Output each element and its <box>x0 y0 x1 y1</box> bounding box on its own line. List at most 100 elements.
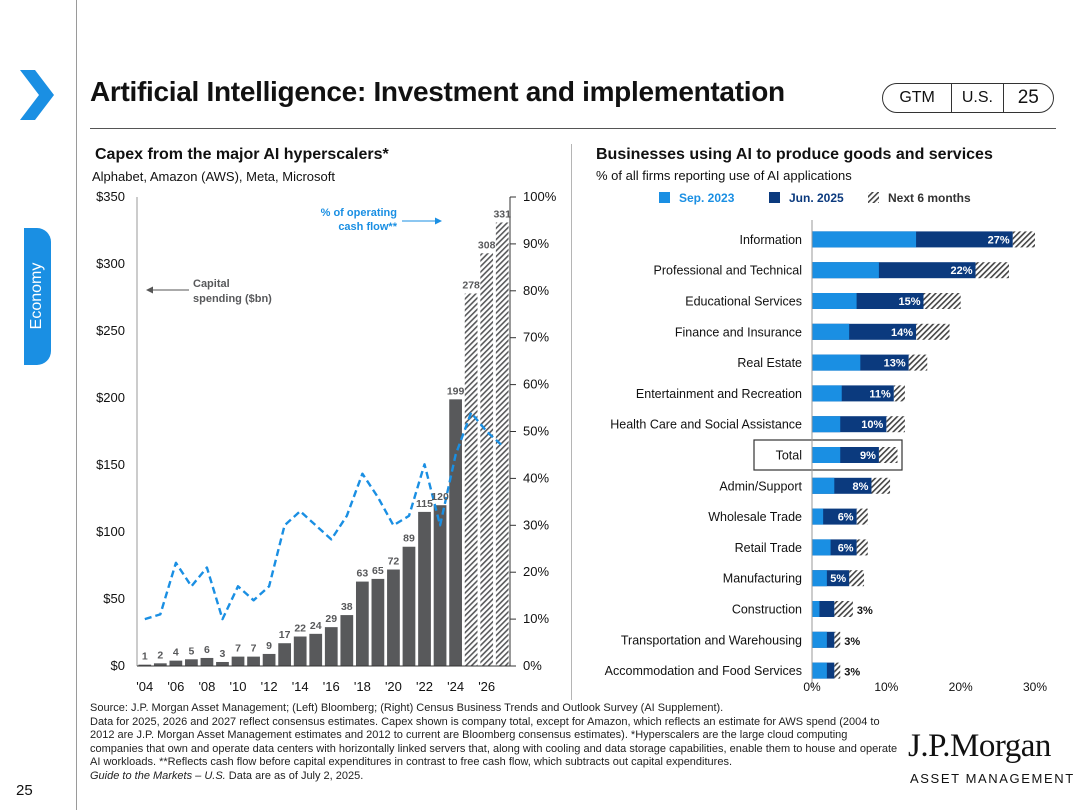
title-divider <box>90 128 1056 129</box>
category-label: Construction <box>732 603 802 617</box>
capex-bar <box>402 546 416 666</box>
x-tick-label: 0% <box>803 680 821 694</box>
capex-bar <box>371 578 385 666</box>
value-label: 15% <box>898 296 920 308</box>
value-label: 3% <box>844 667 860 679</box>
capex-bar <box>387 569 400 666</box>
value-label: 22% <box>951 265 973 277</box>
value-label: 27% <box>988 234 1010 246</box>
capex-bar-estimate <box>495 222 509 666</box>
x-tick-label: '10 <box>230 679 247 694</box>
capex-bar <box>433 505 447 666</box>
bar-next-6-months <box>908 354 928 371</box>
y-left-tick-label: $50 <box>103 591 125 606</box>
capex-bar-estimate <box>480 253 494 666</box>
category-label: Admin/Support <box>719 479 802 493</box>
capex-bar <box>278 643 292 666</box>
value-label: 14% <box>891 327 913 339</box>
category-label: Health Care and Social Assistance <box>610 418 802 432</box>
capex-value-label: 65 <box>372 565 384 577</box>
capex-bar-estimate <box>464 293 478 666</box>
ocf-annotation-line2: cash flow** <box>338 221 397 233</box>
ocf-line <box>144 411 504 621</box>
category-label: Transportation and Warehousing <box>621 633 802 647</box>
capex-bar <box>418 511 431 666</box>
page-number: 25 <box>16 782 33 799</box>
asset-management-label: ASSET MANAGEMENT <box>910 771 1075 786</box>
bar-sep-2023 <box>812 508 824 525</box>
capex-bar <box>185 659 198 666</box>
y-right-tick-label: 20% <box>523 564 549 579</box>
legend-sep-2023: Sep. 2023 <box>679 191 735 205</box>
capex-value-label: 89 <box>403 533 415 545</box>
y-right-tick-label: 50% <box>523 424 549 439</box>
badge-gtm: GTM <box>883 84 953 112</box>
bar-sep-2023 <box>812 601 820 617</box>
bar-next-6-months <box>856 539 868 556</box>
y-left-tick-label: $300 <box>96 256 125 271</box>
value-label: 13% <box>884 358 906 370</box>
jpmorgan-logo: J.P.Morgan <box>908 728 1051 764</box>
category-label: Retail Trade <box>735 541 802 555</box>
bar-sep-2023 <box>812 385 842 402</box>
badge-page: 25 <box>1017 87 1039 108</box>
value-label: 3% <box>844 636 860 648</box>
x-tick-label: '16 <box>323 679 340 694</box>
bar-next-6-months <box>871 477 891 494</box>
category-label: Wholesale Trade <box>708 510 802 524</box>
capex-value-label: 278 <box>462 279 480 291</box>
y-left-tick-label: $100 <box>96 524 125 539</box>
panel-divider <box>571 144 572 700</box>
value-label: 5% <box>830 573 846 585</box>
x-tick-label: '06 <box>167 679 184 694</box>
left-chart-title: Capex from the major AI hyperscalers* <box>95 146 389 163</box>
capex-value-label: 22 <box>294 623 306 635</box>
capex-value-label: 6 <box>204 644 210 656</box>
bar-next-6-months <box>878 447 898 463</box>
bar-next-6-months <box>1012 231 1035 248</box>
category-label: Accommodation and Food Services <box>605 664 802 678</box>
bar-next-6-months <box>849 570 865 587</box>
y-left-tick-label: $0 <box>111 658 125 673</box>
bar-next-6-months <box>886 416 905 433</box>
category-label: Educational Services <box>685 295 802 309</box>
x-tick-label: '26 <box>478 679 495 694</box>
legend-jun-2025-swatch <box>769 192 780 203</box>
value-label: 6% <box>838 542 854 554</box>
bar-sep-2023 <box>812 662 827 679</box>
capex-bar <box>153 663 167 666</box>
sidebar-divider <box>76 0 77 810</box>
category-label: Entertainment and Recreation <box>636 387 802 401</box>
section-tab[interactable] <box>24 228 51 365</box>
x-tick-label: '24 <box>447 679 464 694</box>
bar-next-6-months <box>834 601 853 617</box>
y-right-tick-label: 90% <box>523 236 549 251</box>
capex-bar <box>309 633 323 666</box>
capex-bar <box>324 627 338 666</box>
x-tick-label: '08 <box>198 679 215 694</box>
x-tick-label: 10% <box>874 680 898 694</box>
y-left-tick-label: $200 <box>96 390 125 405</box>
bar-sep-2023 <box>812 477 835 494</box>
capex-value-label: 3 <box>220 648 226 660</box>
capex-value-label: 331 <box>493 208 511 220</box>
legend-sep-2023-swatch <box>659 192 670 203</box>
bar-sep-2023 <box>812 231 917 248</box>
capex-value-label: 7 <box>251 643 257 655</box>
bar-sep-2023 <box>812 539 831 556</box>
x-tick-label: '12 <box>261 679 278 694</box>
capex-value-label: 5 <box>188 645 194 657</box>
capex-value-label: 7 <box>235 643 241 655</box>
bar-next-6-months <box>856 508 868 525</box>
value-label: 8% <box>853 481 869 493</box>
guide-name: Guide to the Markets – U.S. <box>90 769 226 782</box>
bar-sep-2023 <box>812 323 850 340</box>
capex-value-label: 120 <box>431 491 449 503</box>
legend-jun-2025: Jun. 2025 <box>789 191 844 205</box>
y-right-tick-label: 100% <box>523 189 557 204</box>
bar-next-6-months <box>834 631 841 648</box>
y-left-tick-label: $350 <box>96 189 125 204</box>
bar-sep-2023 <box>812 570 827 587</box>
y-right-tick-label: 10% <box>523 611 549 626</box>
